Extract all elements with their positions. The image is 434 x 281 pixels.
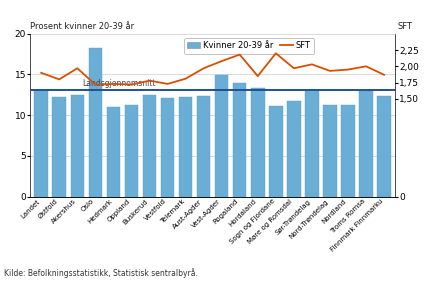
- Bar: [215, 75, 228, 197]
- Bar: [179, 97, 192, 197]
- Bar: [143, 95, 156, 197]
- Text: Prosent kvinner 20-39 år: Prosent kvinner 20-39 år: [30, 22, 135, 31]
- Text: Landsgjennomsnitt: Landsgjennomsnitt: [83, 78, 156, 87]
- Bar: [125, 105, 138, 197]
- Bar: [107, 107, 120, 197]
- Text: Kilde: Befolkningsstatistikk, Statistisk sentralbyrå.: Kilde: Befolkningsstatistikk, Statistisk…: [4, 268, 198, 278]
- Bar: [359, 91, 373, 197]
- Bar: [341, 105, 355, 197]
- Bar: [305, 90, 319, 197]
- Bar: [161, 98, 174, 197]
- Text: SFT: SFT: [397, 22, 412, 31]
- Bar: [287, 101, 301, 197]
- Bar: [251, 87, 265, 197]
- Bar: [53, 97, 66, 197]
- Bar: [377, 96, 391, 197]
- Bar: [89, 48, 102, 197]
- Bar: [197, 96, 210, 197]
- Legend: Kvinner 20-39 år, SFT: Kvinner 20-39 år, SFT: [184, 38, 314, 54]
- Bar: [269, 106, 283, 197]
- Bar: [34, 90, 48, 197]
- Bar: [323, 105, 337, 197]
- Bar: [71, 95, 84, 197]
- Bar: [233, 83, 247, 197]
